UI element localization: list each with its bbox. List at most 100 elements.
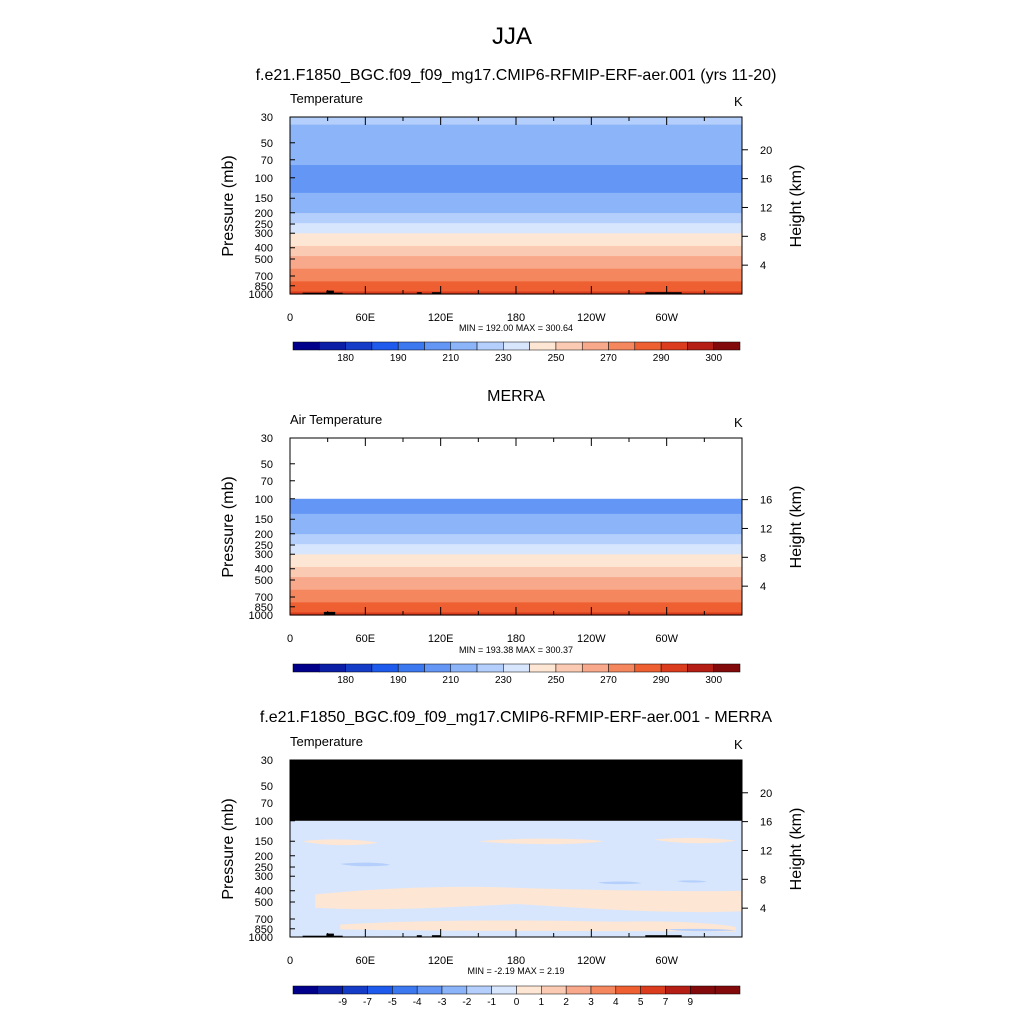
contour-band: [290, 210, 742, 214]
colorbar-label: -3: [438, 997, 447, 1008]
contour-band: [290, 276, 742, 280]
colorbar-box: [491, 985, 517, 995]
terrain-mask: [302, 292, 328, 294]
contour-band: [290, 177, 742, 181]
panel-merra: MERRA Air Temperature K MIN = 193.38 MAX…: [220, 388, 805, 686]
height-tick-label: 16: [760, 817, 772, 829]
terrain-mask: [416, 935, 422, 937]
contour-band: [597, 881, 642, 885]
pressure-tick-label: 700: [255, 914, 273, 926]
contour-band: [290, 200, 742, 204]
contour-band: [290, 245, 742, 250]
contour-band: [290, 225, 742, 229]
contour-band: [290, 521, 742, 525]
colorbar-box: [450, 663, 478, 673]
contour-band: [290, 551, 742, 555]
contour-band: [290, 175, 742, 179]
contour-band: [290, 182, 742, 186]
contour-band: [290, 523, 742, 528]
contour-band: [290, 258, 742, 262]
contour-band: [290, 137, 742, 141]
height-tick-label: 16: [760, 495, 772, 507]
colorbar-label: -1: [487, 997, 496, 1008]
colorbar-box: [634, 663, 662, 673]
pressure-tick-label: 250: [255, 862, 273, 874]
contour-band: [290, 208, 742, 212]
colorbar-box: [345, 663, 373, 673]
pressure-tick-label: 70: [261, 476, 273, 488]
terrain-mask: [302, 935, 328, 937]
pressure-tick-label: 1000: [249, 289, 273, 301]
colorbar: 180 190 210 230 250 270 290 300: [292, 341, 741, 364]
height-axis-label: Height (km): [788, 165, 805, 248]
contour-band: [290, 162, 742, 166]
colorbar-label: 270: [600, 675, 617, 686]
contour-band: [290, 268, 742, 272]
longitude-tick-label: 60W: [655, 955, 678, 967]
colorbar-box: [665, 985, 691, 995]
figure-title: JJA: [492, 23, 532, 50]
variable-label: Temperature: [290, 734, 363, 749]
colorbar-label: 300: [705, 675, 722, 686]
units-label: K: [734, 415, 743, 430]
contour-band: [290, 556, 742, 560]
contour-band: [676, 880, 707, 883]
colorbar-box: [640, 985, 666, 995]
pressure-tick-label: 500: [255, 254, 273, 266]
height-tick-label: 4: [760, 260, 766, 272]
contour-band: [290, 228, 742, 232]
colorbar-label: 1: [539, 997, 545, 1008]
contour-band: [290, 554, 742, 558]
colorbar-box: [371, 663, 399, 673]
pressure-tick-label: 850: [255, 281, 273, 293]
contour-band: [290, 534, 742, 538]
contour-band: [290, 142, 742, 146]
contour-band: [290, 541, 742, 545]
contour-band: [290, 604, 742, 609]
colorbar-label: 250: [548, 675, 565, 686]
panel-title: f.e21.F1850_BGC.f09_f09_mg17.CMIP6-RFMIP…: [256, 67, 777, 84]
height-tick-label: 12: [760, 523, 772, 535]
pressure-tick-label: 1000: [249, 932, 273, 944]
colorbar-box: [565, 985, 592, 995]
contour-band: [290, 577, 742, 581]
longitude-tick-label: 60E: [356, 633, 376, 645]
contour-band: [290, 283, 742, 288]
longitude-tick-label: 180: [507, 633, 525, 645]
pressure-tick-label: 50: [261, 781, 273, 793]
pressure-tick-label: 100: [255, 173, 273, 185]
height-tick-label: 12: [760, 845, 772, 857]
contour-band: [290, 529, 742, 533]
colorbar-box: [687, 341, 714, 351]
colorbar-box: [319, 341, 346, 351]
units-label: K: [734, 737, 743, 752]
contour-band: [290, 147, 742, 151]
colorbar-box: [529, 341, 557, 351]
contour-band: [290, 238, 742, 242]
contour-band: [290, 518, 742, 523]
colorbar-box: [424, 663, 452, 673]
height-tick-label: 8: [760, 231, 766, 243]
contour-band: [290, 185, 742, 189]
colorbar-box: [581, 341, 609, 351]
longitude-tick-label: 120W: [577, 312, 606, 324]
colorbar-box: [615, 985, 641, 995]
min-max-label: MIN = 192.00 MAX = 300.64: [459, 323, 573, 333]
contour-band: [290, 152, 742, 156]
height-tick-label: 4: [760, 903, 766, 915]
contour-band: [290, 127, 742, 131]
terrain-mask: [431, 935, 441, 937]
contour-band: [340, 862, 391, 867]
colorbar-box: [690, 985, 716, 995]
contour-band: [290, 149, 742, 153]
contour-band: [290, 134, 742, 138]
pressure-axis-label: Pressure (mb): [220, 798, 237, 899]
contour-band: [290, 170, 742, 174]
colorbar-box: [687, 663, 714, 673]
contour-band: [290, 820, 742, 937]
colorbar-box: [450, 341, 478, 351]
colorbar-label: 290: [653, 675, 670, 686]
contour-band: [290, 129, 742, 133]
height-tick-label: 12: [760, 202, 772, 214]
